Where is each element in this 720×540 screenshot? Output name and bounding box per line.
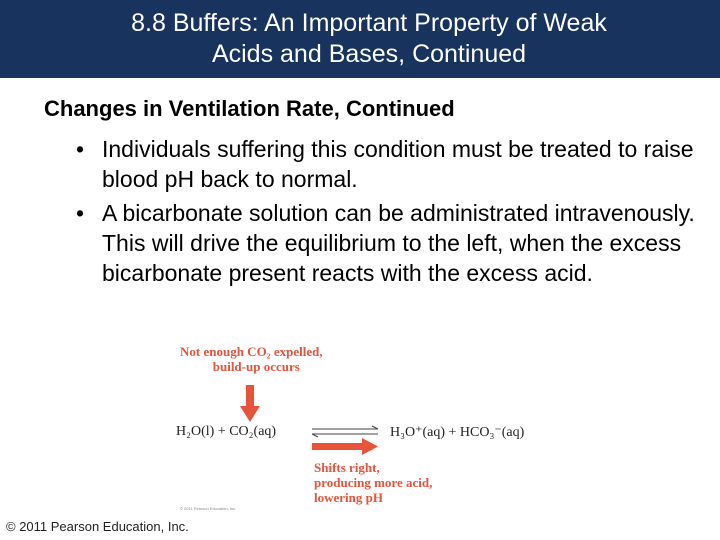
equation-products: H₃O⁺(aq) + HCO₃⁻(aq) — [390, 425, 525, 440]
equilibrium-arrows-icon — [311, 425, 379, 438]
bullet-text: A bicarbonate solution can be administra… — [102, 200, 695, 286]
figure-top-note-line: Not enough CO₂ expelled, — [180, 344, 323, 359]
bullet-item: • Individuals suffering this condition m… — [76, 134, 716, 194]
section-heading: Changes in Ventilation Rate, Continued — [44, 96, 455, 121]
figure-arrows — [240, 385, 379, 455]
title-line-2: Acids and Bases, Continued — [211, 40, 527, 68]
figure-top-note-line: build-up occurs — [212, 359, 300, 374]
figure-bottom-note: Shifts right, producing more acid, lower… — [314, 460, 432, 505]
figure-top-note: Not enough CO₂ expelled, build-up occurs — [180, 344, 323, 374]
bullet-item: • A bicarbonate solution can be administ… — [76, 198, 716, 288]
bullet-text: Individuals suffering this condition mus… — [102, 136, 694, 192]
title-line-1: 8.8 Buffers: An Important Property of We… — [131, 9, 607, 37]
footer-copyright: © 2011 Pearson Education, Inc. — [6, 519, 189, 534]
slide-title: 8.8 Buffers: An Important Property of We… — [0, 0, 720, 78]
bullet-marker: • — [76, 136, 85, 162]
bullet-list: • Individuals suffering this condition m… — [76, 134, 716, 292]
right-arrow-icon — [312, 438, 378, 455]
figure-bottom-note-line: producing more acid, — [314, 475, 433, 490]
down-arrow-icon — [240, 385, 260, 422]
equilibrium-figure: Not enough CO₂ expelled, build-up occurs… — [172, 340, 572, 516]
figure-copyright: © 2011 Pearson Education, Inc. — [180, 506, 237, 511]
figure-bottom-note-line: Shifts right, — [314, 460, 380, 475]
equation-reactants: H₂O(l) + CO₂(aq) — [176, 424, 277, 439]
bullet-marker: • — [76, 200, 85, 226]
figure-bottom-note-line: lowering pH — [314, 490, 383, 505]
